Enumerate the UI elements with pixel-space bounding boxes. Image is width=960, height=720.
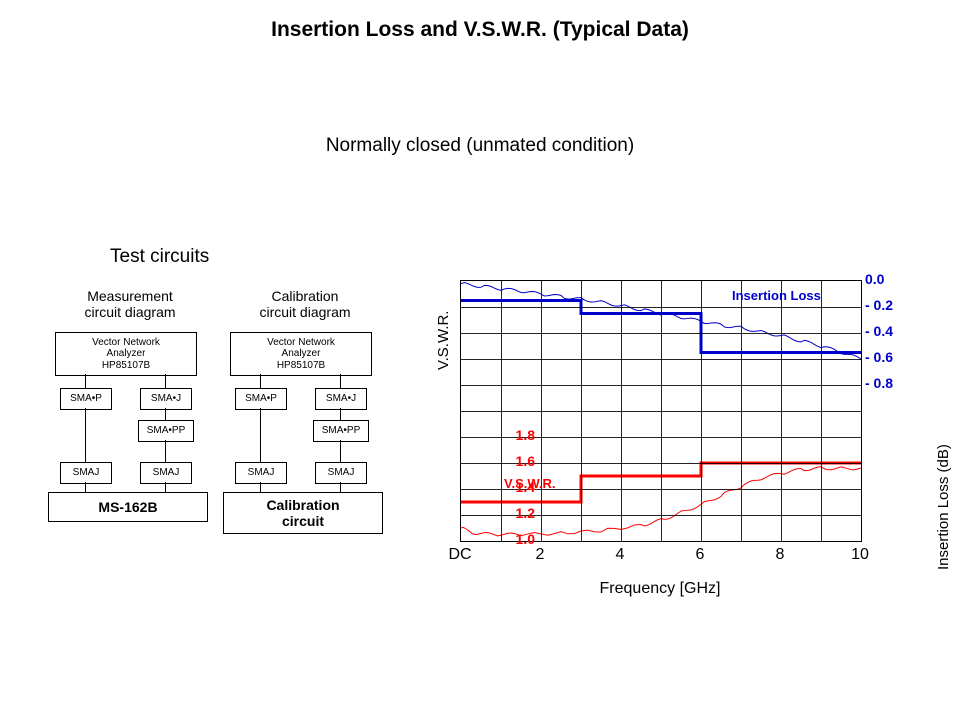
measurement-bottom-label: MS-162B: [98, 499, 157, 515]
connector-line: [165, 440, 166, 462]
left-y-tick-label: 1.8: [485, 427, 535, 443]
measurement-smaj-r-box: SMAJ: [140, 462, 192, 484]
x-tick-label: DC: [448, 546, 471, 564]
right-y-tick-label: - 0.2: [865, 297, 925, 313]
calibration-analyzer-box: Vector NetworkAnalyzerHP85107B: [230, 332, 372, 376]
connector-line: [85, 482, 86, 492]
connector-line: [260, 374, 261, 388]
gridline-h: [461, 411, 861, 412]
connector-line: [340, 374, 341, 388]
connector-line: [165, 482, 166, 492]
left-y-axis-title: V.S.W.R.: [435, 311, 452, 370]
connector-line: [340, 408, 341, 420]
measurement-analyzer-box: Vector NetworkAnalyzerHP85107B: [55, 332, 197, 376]
connector-line: [85, 408, 86, 462]
chart-plot-area: [460, 280, 862, 542]
calibration-smapp-box: SMA•PP: [313, 420, 369, 442]
connector-line: [165, 374, 166, 388]
calibration-smaj-r-box: SMAJ: [315, 462, 367, 484]
page-title: Insertion Loss and V.S.W.R. (Typical Dat…: [0, 18, 960, 42]
right-y-axis-title: Insertion Loss (dB): [935, 444, 952, 570]
calibration-smap-box: SMA•P: [235, 388, 287, 410]
gridline-h: [461, 359, 861, 360]
right-y-tick-label: - 0.8: [865, 375, 925, 391]
measurement-smap-box: SMA•P: [60, 388, 112, 410]
insertion-loss-label: Insertion Loss: [732, 288, 821, 303]
calibration-smaj-top-box: SMA•J: [315, 388, 367, 410]
connector-line: [260, 482, 261, 492]
x-tick-label: 10: [851, 546, 869, 564]
vswr-label: V.S.W.R.: [504, 476, 556, 491]
x-tick-label: 8: [776, 546, 785, 564]
measurement-smaj-top-box: SMA•J: [140, 388, 192, 410]
measurement-diagram-label: Measurementcircuit diagram: [55, 288, 205, 320]
test-circuits-heading: Test circuits: [110, 246, 209, 268]
left-y-tick-label: 1.6: [485, 453, 535, 469]
subtitle: Normally closed (unmated condition): [0, 135, 960, 157]
calibration-smaj-l-box: SMAJ: [235, 462, 287, 484]
gridline-h: [461, 333, 861, 334]
measurement-bottom-box: MS-162B: [48, 492, 208, 522]
connector-line: [165, 408, 166, 420]
measurement-smapp-box: SMA•PP: [138, 420, 194, 442]
right-y-tick-label: - 0.4: [865, 323, 925, 339]
x-axis-title: Frequency [GHz]: [460, 580, 860, 598]
right-y-tick-label: - 0.6: [865, 349, 925, 365]
x-tick-label: 4: [616, 546, 625, 564]
calibration-bottom-box: Calibrationcircuit: [223, 492, 383, 534]
measurement-smaj-l-box: SMAJ: [60, 462, 112, 484]
connector-line: [85, 374, 86, 388]
calibration-bottom-label: Calibrationcircuit: [266, 497, 339, 529]
left-y-tick-label: 1.2: [485, 505, 535, 521]
x-tick-label: 6: [696, 546, 705, 564]
gridline-h: [461, 385, 861, 386]
x-tick-label: 2: [536, 546, 545, 564]
left-y-tick-label: 1.0: [485, 531, 535, 547]
connector-line: [340, 440, 341, 462]
right-y-tick-label: 0.0: [865, 271, 925, 287]
gridline-h: [461, 307, 861, 308]
chart: Frequency [GHz] V.S.W.R. Insertion Loss …: [440, 280, 940, 630]
connector-line: [260, 408, 261, 462]
connector-line: [340, 482, 341, 492]
calibration-diagram-label: Calibrationcircuit diagram: [230, 288, 380, 320]
